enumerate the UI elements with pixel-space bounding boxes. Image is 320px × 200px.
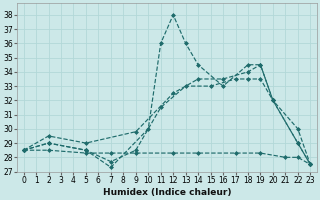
X-axis label: Humidex (Indice chaleur): Humidex (Indice chaleur) <box>103 188 231 197</box>
